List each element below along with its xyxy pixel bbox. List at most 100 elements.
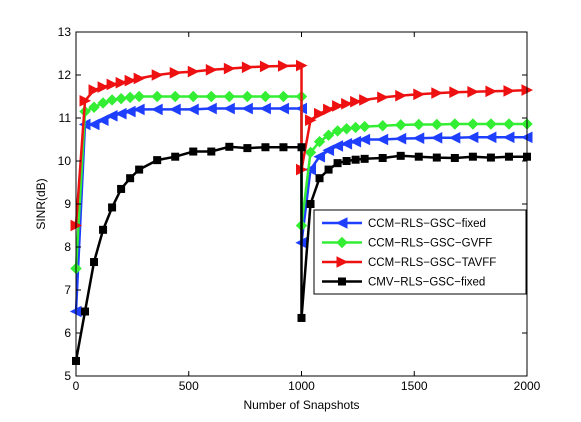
data-point bbox=[378, 153, 387, 162]
data-point bbox=[304, 163, 317, 176]
data-point bbox=[358, 120, 371, 133]
y-tick-label: 11 bbox=[59, 111, 72, 125]
legend-marker bbox=[336, 256, 349, 268]
data-point bbox=[313, 135, 326, 148]
data-point bbox=[350, 95, 362, 108]
data-point bbox=[81, 307, 90, 316]
data-point bbox=[243, 144, 252, 153]
y-tick-label: 5 bbox=[64, 369, 71, 383]
x-tick-label: 1000 bbox=[288, 379, 315, 393]
data-point bbox=[431, 118, 443, 131]
data-point bbox=[106, 78, 119, 91]
data-point bbox=[412, 132, 425, 145]
legend-label: CCM−RLS−GSC−TAVFF bbox=[368, 257, 496, 269]
data-point bbox=[332, 100, 344, 112]
series-line bbox=[74, 145, 527, 362]
data-point bbox=[124, 105, 136, 118]
data-point bbox=[413, 88, 425, 101]
series-3 bbox=[72, 142, 531, 365]
data-point bbox=[450, 153, 459, 162]
data-point bbox=[349, 121, 362, 134]
data-point bbox=[466, 131, 479, 144]
data-point bbox=[169, 67, 182, 79]
data-point bbox=[279, 143, 288, 152]
data-point bbox=[340, 137, 353, 150]
data-point bbox=[315, 174, 324, 183]
data-point bbox=[133, 90, 145, 103]
data-point bbox=[124, 74, 137, 87]
data-point bbox=[88, 101, 100, 113]
data-point bbox=[431, 87, 443, 99]
data-point bbox=[396, 151, 405, 160]
data-point bbox=[90, 258, 99, 267]
data-point bbox=[259, 60, 272, 73]
data-point bbox=[331, 125, 344, 137]
data-point bbox=[340, 123, 353, 135]
data-point bbox=[467, 85, 479, 98]
data-point bbox=[504, 152, 513, 161]
legend: CCM−RLS−GSC−fixed CCM−RLS−GSC−GVFF CCM−RLS… bbox=[313, 209, 527, 295]
data-point bbox=[306, 200, 315, 208]
data-point bbox=[395, 119, 407, 131]
data-point bbox=[261, 143, 270, 152]
series-0 bbox=[69, 102, 533, 318]
y-tick-label: 10 bbox=[58, 154, 72, 168]
data-point bbox=[323, 103, 335, 116]
data-point bbox=[115, 92, 127, 105]
data-point bbox=[503, 85, 516, 97]
data-point bbox=[502, 131, 515, 144]
data-point bbox=[223, 90, 236, 103]
data-point bbox=[304, 146, 317, 159]
data-point bbox=[449, 86, 461, 99]
data-point bbox=[223, 102, 235, 115]
y-tick-label: 13 bbox=[58, 25, 72, 39]
legend-marker bbox=[335, 217, 348, 229]
x-tick-label: 2000 bbox=[514, 379, 541, 393]
data-point bbox=[171, 152, 180, 161]
data-point bbox=[277, 90, 290, 103]
data-point bbox=[322, 144, 335, 157]
data-point bbox=[187, 90, 199, 103]
data-point bbox=[484, 131, 497, 144]
data-point bbox=[468, 152, 477, 161]
data-point bbox=[322, 129, 335, 141]
data-point bbox=[205, 90, 218, 103]
data-point bbox=[314, 107, 326, 120]
data-point bbox=[486, 153, 495, 162]
y-tick-label: 9 bbox=[64, 197, 71, 211]
series-layer bbox=[69, 59, 534, 365]
data-point bbox=[114, 107, 127, 120]
data-point bbox=[358, 133, 371, 146]
data-point bbox=[297, 143, 306, 152]
data-point bbox=[485, 85, 498, 98]
legend-label: CCM−RLS−GSC−GVFF bbox=[368, 238, 492, 250]
data-point bbox=[124, 91, 136, 104]
data-point bbox=[205, 64, 218, 76]
data-point bbox=[225, 142, 234, 151]
data-point bbox=[223, 62, 236, 75]
data-point bbox=[449, 118, 461, 130]
y-tick-label: 7 bbox=[64, 283, 71, 297]
data-point bbox=[189, 147, 198, 156]
legend-marker bbox=[338, 277, 346, 286]
data-point bbox=[395, 89, 407, 102]
data-point bbox=[376, 133, 389, 146]
data-point bbox=[241, 61, 254, 74]
data-point bbox=[485, 118, 497, 130]
y-tick-label: 6 bbox=[64, 326, 71, 340]
data-point bbox=[207, 147, 216, 156]
data-point bbox=[377, 91, 389, 104]
data-point bbox=[448, 131, 461, 144]
data-point bbox=[277, 60, 290, 72]
data-point bbox=[331, 140, 344, 152]
x-tick-label: 0 bbox=[73, 379, 80, 393]
data-point bbox=[117, 184, 126, 193]
data-point bbox=[432, 153, 441, 162]
x-tick-label: 500 bbox=[179, 379, 199, 393]
data-point bbox=[241, 102, 253, 115]
y-tick-label: 12 bbox=[58, 68, 72, 82]
data-point bbox=[106, 94, 118, 106]
data-point bbox=[133, 103, 145, 116]
data-point bbox=[313, 150, 326, 163]
